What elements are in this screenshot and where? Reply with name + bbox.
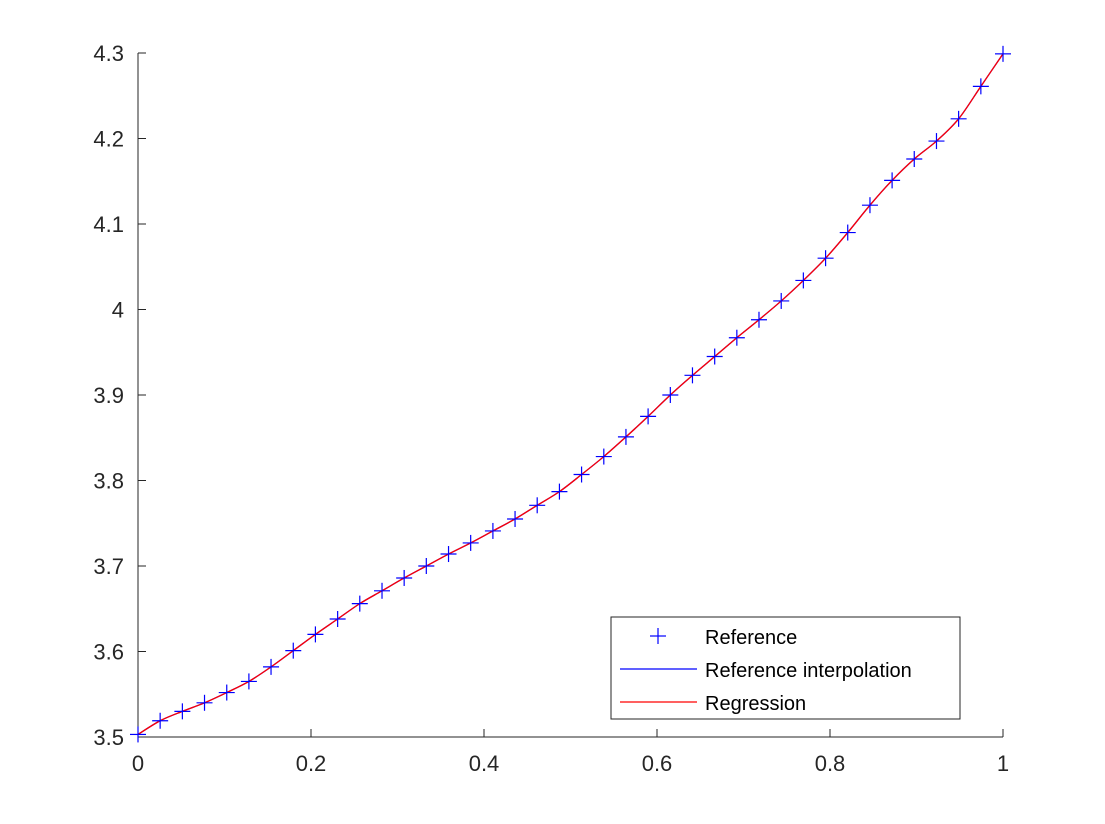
x-tick-label: 0.6 [642,751,673,776]
data-point-marker [174,703,191,720]
legend-label-reference-interpolation: Reference interpolation [705,660,912,682]
x-tick-label: 0.4 [469,751,500,776]
data-point-marker [573,466,590,483]
data-point-marker [706,348,723,365]
data-point-marker [218,684,235,701]
plot-area [130,45,1011,743]
legend-plus-glyph [650,628,666,644]
data-point-marker [551,483,568,500]
legend-marker-plus [650,628,666,644]
y-tick-label: 3.9 [93,383,124,408]
data-point-marker [529,497,546,514]
data-point-marker [484,522,501,539]
data-point-marker [307,626,324,643]
data-point-marker [263,658,280,675]
legend-label-reference: Reference [705,627,797,649]
x-tick-label: 0.2 [296,751,327,776]
data-point-marker [130,726,146,743]
data-point-marker [995,45,1011,62]
legend-entry-regression: Regression [620,693,806,715]
x-tick-label: 0.8 [815,751,846,776]
y-tick-label: 4 [112,298,124,323]
legend-entry-reference: Reference [650,627,797,649]
y-tick-label: 3.7 [93,554,124,579]
data-point-marker [507,510,524,527]
data-point-marker [972,78,989,95]
y-tick-label: 4.2 [93,127,124,152]
axes: 0 0.2 0.4 0.6 0.8 1 3.5 3.6 3.7 3.8 3.9 4 4.1 4.2 4.3 [93,41,1009,776]
legend-label-regression: Regression [705,693,806,715]
data-point-marker [684,367,701,384]
data-point-marker [750,311,767,328]
data-point-marker [440,546,457,563]
legend: Reference Reference interpolation Regres… [610,616,961,720]
data-point-marker [662,387,679,403]
data-point-marker [640,408,657,425]
data-point-marker [595,448,612,465]
data-point-marker [374,582,391,599]
data-point-marker [728,329,745,346]
data-point-marker [396,569,413,586]
data-point-marker [906,151,923,168]
data-point-marker [928,133,945,150]
data-point-marker [329,611,346,628]
series-markers-reference [130,45,1011,743]
data-point-marker [152,712,169,729]
data-point-marker [773,292,790,309]
y-tick-label: 4.1 [93,212,124,237]
data-point-marker [839,224,856,241]
data-point-marker [861,197,878,214]
x-tick-label: 1 [997,751,1009,776]
data-point-marker [351,595,368,612]
series-line-regression [137,53,1004,735]
data-point-marker [884,172,901,189]
y-tick-label: 3.5 [93,725,124,750]
data-point-marker [285,642,302,659]
x-tick-label: 0 [132,751,144,776]
data-point-marker [795,272,812,289]
data-point-marker [462,534,479,551]
legend-entry-reference-interpolation: Reference interpolation [620,660,912,682]
data-point-marker [240,673,257,690]
y-tick-label: 4.3 [93,41,124,66]
data-point-marker [418,558,435,574]
data-point-marker [817,250,834,267]
y-tick-label: 3.8 [93,469,124,494]
data-point-marker [196,694,213,711]
data-point-marker [617,428,634,445]
y-tick-label: 3.6 [93,640,124,665]
data-point-marker [950,110,967,127]
